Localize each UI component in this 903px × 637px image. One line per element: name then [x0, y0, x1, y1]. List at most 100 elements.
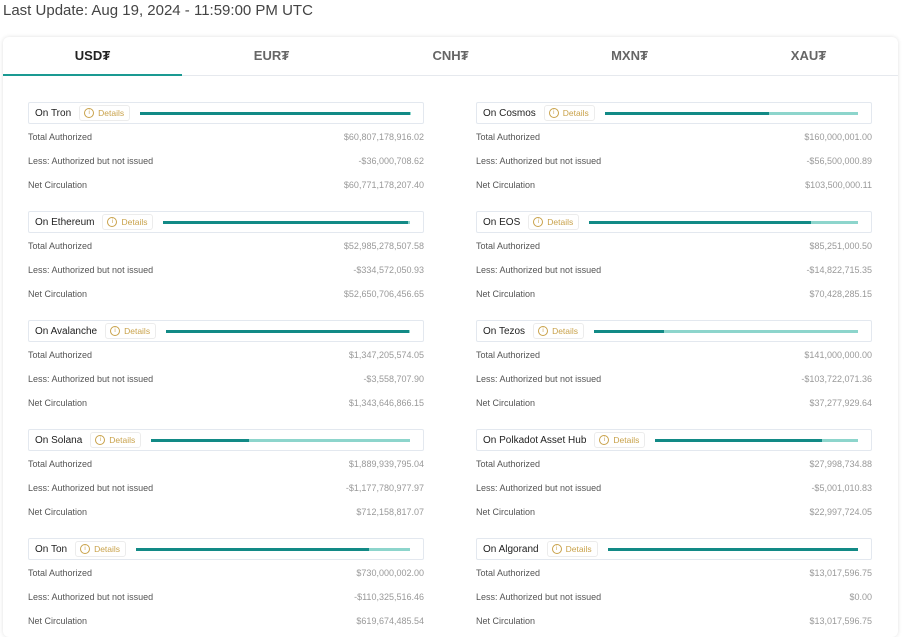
data-row: Net Circulation$52,650,706,456.65 — [28, 288, 424, 300]
circulation-bar — [589, 221, 858, 224]
row-value: $1,347,205,574.05 — [349, 349, 424, 361]
circulation-bar — [163, 221, 410, 224]
details-label: Details — [613, 435, 639, 445]
circulation-fill — [608, 548, 858, 551]
details-label: Details — [566, 544, 592, 554]
chain-name: On Ethereum — [35, 217, 94, 228]
data-row: Total Authorized $1,889,939,795.04 — [28, 458, 424, 470]
data-row: Less: Authorized but not issued -$334,572… — [28, 264, 424, 276]
info-icon: i — [110, 326, 120, 336]
row-value: $70,428,285.15 — [809, 288, 872, 300]
row-value: $1,343,646,866.15 — [349, 397, 424, 409]
data-row: Net Circulation$37,277,929.64 — [476, 397, 872, 409]
row-value: $160,000,001.00 — [804, 131, 872, 143]
row-label: Less: Authorized but not issued — [28, 373, 153, 385]
row-value: -$36,000,708.62 — [358, 155, 424, 167]
row-label: Less: Authorized but not issued — [28, 264, 153, 276]
row-value: -$56,500,000.89 — [806, 155, 872, 167]
data-row: Less: Authorized but not issued-$1,177,7… — [28, 482, 424, 494]
row-value: $37,277,929.64 — [809, 397, 872, 409]
row-value: $141,000,000.00 — [804, 349, 872, 361]
row-label: Less: Authorized but not issued — [476, 264, 601, 276]
circulation-fill — [151, 439, 249, 442]
row-label: Less: Authorized but not issued — [28, 482, 153, 494]
card: USD₮EUR₮CNH₮MXN₮XAU₮ On Tron i Details Tota… — [3, 37, 898, 637]
chain-name: On Polkadot Asset Hub — [483, 435, 586, 446]
row-label: Total Authorized — [28, 240, 92, 252]
chain-header: On Avalanche i Details — [28, 320, 424, 342]
tab[interactable]: USD₮ — [3, 37, 182, 75]
chain-name: On Algorand — [483, 544, 539, 555]
data-row: Net Circulation$60,771,178,207.40 — [28, 179, 424, 191]
row-value: -$103,722,071.36 — [801, 373, 872, 385]
chain-header: On Polkadot Asset Hub i Details — [476, 429, 872, 451]
tab[interactable]: EUR₮ — [182, 37, 361, 75]
row-value: $60,771,178,207.40 — [344, 179, 424, 191]
tab[interactable]: MXN₮ — [540, 37, 719, 75]
chain-name: On Avalanche — [35, 326, 97, 337]
data-row: Total Authorized $141,000,000.00 — [476, 349, 872, 361]
row-label: Total Authorized — [476, 458, 540, 470]
row-label: Less: Authorized but not issued — [476, 155, 601, 167]
row-value: $619,674,485.54 — [356, 615, 424, 627]
info-icon: i — [599, 435, 609, 445]
details-label: Details — [547, 217, 573, 227]
row-label: Net Circulation — [476, 288, 535, 300]
data-row: Less: Authorized but not issued -$56,500,… — [476, 155, 872, 167]
row-label: Total Authorized — [476, 131, 540, 143]
row-value: $103,500,000.11 — [805, 179, 872, 191]
last-update: Last Update: Aug 19, 2024 - 11:59:00 PM … — [3, 2, 313, 19]
row-label: Less: Authorized but not issued — [476, 373, 601, 385]
tab[interactable]: CNH₮ — [361, 37, 540, 75]
details-label: Details — [121, 217, 147, 227]
info-icon: i — [95, 435, 105, 445]
row-value: $1,889,939,795.04 — [349, 458, 424, 470]
info-icon: i — [549, 108, 559, 118]
info-icon: i — [538, 326, 548, 336]
row-label: Total Authorized — [28, 131, 92, 143]
data-row: Net Circulation$619,674,485.54 — [28, 615, 424, 627]
circulation-fill — [594, 330, 664, 333]
chain-name: On Tron — [35, 108, 71, 119]
circulation-fill — [605, 112, 769, 115]
row-value: $712,158,817.07 — [356, 506, 424, 518]
row-value: -$334,572,050.93 — [353, 264, 424, 276]
circulation-fill — [589, 221, 811, 224]
details-button[interactable]: i Details — [547, 541, 598, 557]
tabs: USD₮EUR₮CNH₮MXN₮XAU₮ — [3, 37, 898, 76]
data-row: Net Circulation$22,997,724.05 — [476, 506, 872, 518]
circulation-bar — [140, 112, 410, 115]
circulation-rest — [769, 112, 858, 115]
details-button[interactable]: i Details — [594, 432, 645, 448]
row-label: Total Authorized — [476, 349, 540, 361]
row-label: Less: Authorized but not issued — [476, 591, 601, 603]
info-icon: i — [552, 544, 562, 554]
row-label: Total Authorized — [28, 458, 92, 470]
row-label: Net Circulation — [476, 179, 535, 191]
tab[interactable]: XAU₮ — [719, 37, 898, 75]
circulation-rest — [811, 221, 858, 224]
row-value: -$110,325,516.46 — [354, 591, 424, 603]
row-value: $52,985,278,507.58 — [344, 240, 424, 252]
data-row: Net Circulation$1,343,646,866.15 — [28, 397, 424, 409]
details-button[interactable]: i Details — [105, 323, 156, 339]
details-label: Details — [124, 326, 150, 336]
data-row: Total Authorized$730,000,002.00 — [28, 567, 424, 579]
details-label: Details — [94, 544, 120, 554]
